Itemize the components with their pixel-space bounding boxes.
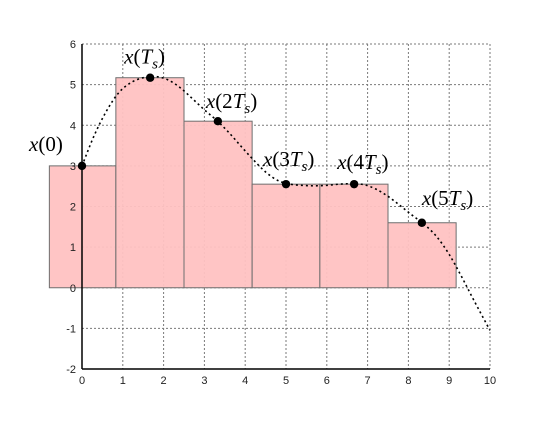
bar-2 — [183, 120, 253, 289]
x-tick-label: 1 — [120, 375, 126, 387]
y-tick-label: 0 — [70, 283, 76, 295]
sample-point-1 — [145, 73, 155, 82]
y-tick-label: 2 — [70, 202, 76, 214]
x-tick-label: 0 — [79, 375, 85, 387]
sample-annotations: x(0) x(Ts) x(2Ts) x(3Ts) x(4Ts) x(5Ts) — [28, 45, 473, 214]
sample-point-0 — [77, 161, 87, 171]
sample-point-4 — [349, 179, 359, 189]
sample-point-3 — [281, 179, 291, 189]
y-tick-label: 1 — [70, 242, 76, 254]
y-tick-label: -2 — [66, 364, 76, 376]
x-tick-label: 9 — [446, 375, 452, 387]
axes — [81, 44, 490, 370]
y-tick-label: 6 — [70, 39, 76, 51]
bar-3 — [251, 183, 321, 289]
tick-labels: 0 1 2 3 4 5 6 7 8 9 10 -2 -1 0 1 2 3 4 5 6 — [66, 39, 496, 387]
sample-label-4: x(4Ts) — [336, 150, 388, 178]
x-tick-label: 2 — [161, 375, 167, 387]
sample-label-1: x(Ts) — [123, 45, 165, 73]
y-tick-label: 5 — [70, 80, 76, 92]
sample-label-0: x(0) — [28, 132, 63, 156]
sample-label-2: x(2Ts) — [205, 89, 257, 117]
bar-5 — [387, 222, 457, 289]
y-tick-label: -1 — [66, 323, 76, 335]
x-tick-label: 10 — [484, 375, 496, 387]
bar-4 — [319, 183, 389, 289]
sample-points — [77, 73, 427, 227]
x-tick-label: 3 — [201, 375, 207, 387]
y-tick-label: 4 — [70, 120, 76, 132]
x-tick-label: 8 — [405, 375, 411, 387]
x-tick-label: 4 — [242, 375, 248, 387]
bar-1 — [115, 77, 185, 289]
sample-label-3: x(3Ts) — [262, 147, 314, 175]
sample-label-5: x(5Ts) — [421, 186, 473, 214]
y-tick-label: 3 — [70, 161, 76, 173]
x-tick-label: 7 — [365, 375, 371, 387]
sample-point-2 — [213, 116, 223, 126]
sample-point-5 — [417, 218, 427, 227]
x-tick-label: 6 — [324, 375, 330, 387]
x-tick-label: 5 — [283, 375, 289, 387]
